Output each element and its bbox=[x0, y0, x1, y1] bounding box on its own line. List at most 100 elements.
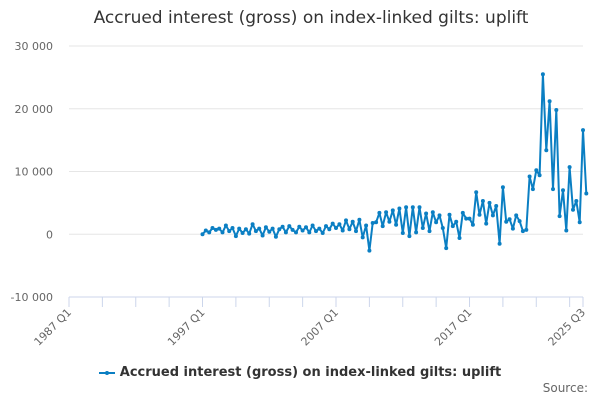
data-point[interactable] bbox=[417, 205, 422, 210]
data-point[interactable] bbox=[494, 204, 499, 208]
data-point[interactable] bbox=[327, 227, 332, 232]
data-point[interactable] bbox=[424, 211, 429, 216]
data-point[interactable] bbox=[510, 226, 515, 231]
data-point[interactable] bbox=[300, 228, 305, 233]
data-point[interactable] bbox=[253, 229, 258, 234]
legend[interactable]: Accrued interest (gross) on index-linked… bbox=[0, 365, 600, 380]
data-point[interactable] bbox=[370, 221, 375, 225]
data-point[interactable] bbox=[364, 223, 369, 228]
data-point[interactable] bbox=[260, 233, 265, 238]
data-point[interactable] bbox=[337, 222, 342, 227]
data-point[interactable] bbox=[384, 210, 389, 215]
data-point[interactable] bbox=[534, 168, 539, 173]
data-point[interactable] bbox=[454, 219, 459, 224]
data-point[interactable] bbox=[537, 173, 542, 178]
data-point[interactable] bbox=[464, 216, 469, 221]
data-point[interactable] bbox=[450, 224, 455, 229]
data-point[interactable] bbox=[480, 199, 485, 203]
data-point[interactable] bbox=[250, 222, 255, 227]
data-point[interactable] bbox=[210, 226, 215, 230]
data-point[interactable] bbox=[357, 217, 362, 222]
data-point[interactable] bbox=[367, 248, 372, 253]
data-point[interactable] bbox=[220, 230, 225, 235]
data-point[interactable] bbox=[377, 210, 382, 215]
data-point[interactable] bbox=[354, 229, 358, 234]
data-point[interactable] bbox=[520, 229, 525, 234]
data-point[interactable] bbox=[530, 187, 535, 192]
data-point[interactable] bbox=[500, 185, 505, 190]
data-point[interactable] bbox=[457, 236, 462, 240]
data-point[interactable] bbox=[577, 220, 582, 225]
data-point[interactable] bbox=[340, 228, 345, 233]
data-point[interactable] bbox=[350, 219, 355, 224]
data-point[interactable] bbox=[571, 207, 575, 212]
data-point[interactable] bbox=[474, 190, 479, 195]
data-point[interactable] bbox=[227, 229, 232, 234]
data-point[interactable] bbox=[434, 220, 439, 225]
data-point[interactable] bbox=[320, 231, 325, 235]
data-point[interactable] bbox=[470, 222, 475, 227]
data-point[interactable] bbox=[334, 226, 338, 230]
data-point[interactable] bbox=[223, 223, 228, 228]
data-point[interactable] bbox=[257, 226, 262, 231]
data-point[interactable] bbox=[267, 229, 272, 234]
data-point[interactable] bbox=[397, 206, 402, 211]
data-point[interactable] bbox=[297, 224, 302, 229]
data-point[interactable] bbox=[447, 212, 452, 217]
data-point[interactable] bbox=[400, 231, 405, 235]
data-point[interactable] bbox=[263, 225, 268, 230]
data-point[interactable] bbox=[467, 216, 472, 221]
data-point[interactable] bbox=[414, 230, 419, 235]
data-point[interactable] bbox=[490, 213, 495, 218]
data-point[interactable] bbox=[344, 218, 348, 223]
data-point[interactable] bbox=[514, 213, 519, 218]
data-point[interactable] bbox=[444, 246, 449, 251]
data-point[interactable] bbox=[581, 128, 585, 133]
data-point[interactable] bbox=[410, 205, 415, 210]
data-point[interactable] bbox=[273, 234, 278, 239]
data-point[interactable] bbox=[440, 226, 445, 230]
data-point[interactable] bbox=[561, 188, 565, 193]
data-point[interactable] bbox=[557, 214, 562, 219]
data-point[interactable] bbox=[304, 225, 308, 230]
data-point[interactable] bbox=[507, 217, 512, 222]
data-point[interactable] bbox=[554, 108, 559, 112]
data-point[interactable] bbox=[484, 221, 489, 226]
data-point[interactable] bbox=[317, 226, 322, 231]
data-point[interactable] bbox=[374, 220, 379, 225]
data-point[interactable] bbox=[551, 187, 555, 192]
data-point[interactable] bbox=[497, 241, 502, 246]
data-point[interactable] bbox=[544, 148, 549, 153]
data-point[interactable] bbox=[527, 174, 532, 179]
data-point[interactable] bbox=[200, 232, 205, 237]
data-point[interactable] bbox=[213, 227, 218, 232]
data-point[interactable] bbox=[394, 222, 399, 227]
data-point[interactable] bbox=[237, 226, 242, 231]
data-point[interactable] bbox=[420, 226, 425, 230]
data-point[interactable] bbox=[460, 210, 465, 215]
data-series[interactable] bbox=[200, 72, 589, 253]
data-point[interactable] bbox=[360, 235, 365, 240]
data-point[interactable] bbox=[524, 227, 529, 232]
data-point[interactable] bbox=[240, 231, 245, 235]
data-point[interactable] bbox=[307, 230, 312, 235]
data-point[interactable] bbox=[287, 224, 292, 229]
data-point[interactable] bbox=[247, 231, 252, 236]
data-point[interactable] bbox=[283, 230, 288, 235]
data-point[interactable] bbox=[437, 213, 442, 218]
data-point[interactable] bbox=[217, 226, 222, 231]
data-point[interactable] bbox=[233, 234, 238, 239]
data-point[interactable] bbox=[294, 230, 298, 235]
data-point[interactable] bbox=[567, 165, 572, 170]
data-point[interactable] bbox=[504, 219, 509, 224]
data-point[interactable] bbox=[387, 219, 392, 224]
data-point[interactable] bbox=[310, 223, 315, 228]
data-point[interactable] bbox=[230, 226, 235, 230]
data-point[interactable] bbox=[547, 99, 552, 104]
data-point[interactable] bbox=[243, 227, 248, 232]
data-point[interactable] bbox=[564, 228, 569, 233]
data-point[interactable] bbox=[314, 229, 318, 234]
data-point[interactable] bbox=[540, 72, 545, 77]
data-point[interactable] bbox=[584, 191, 589, 196]
data-point[interactable] bbox=[347, 227, 352, 232]
